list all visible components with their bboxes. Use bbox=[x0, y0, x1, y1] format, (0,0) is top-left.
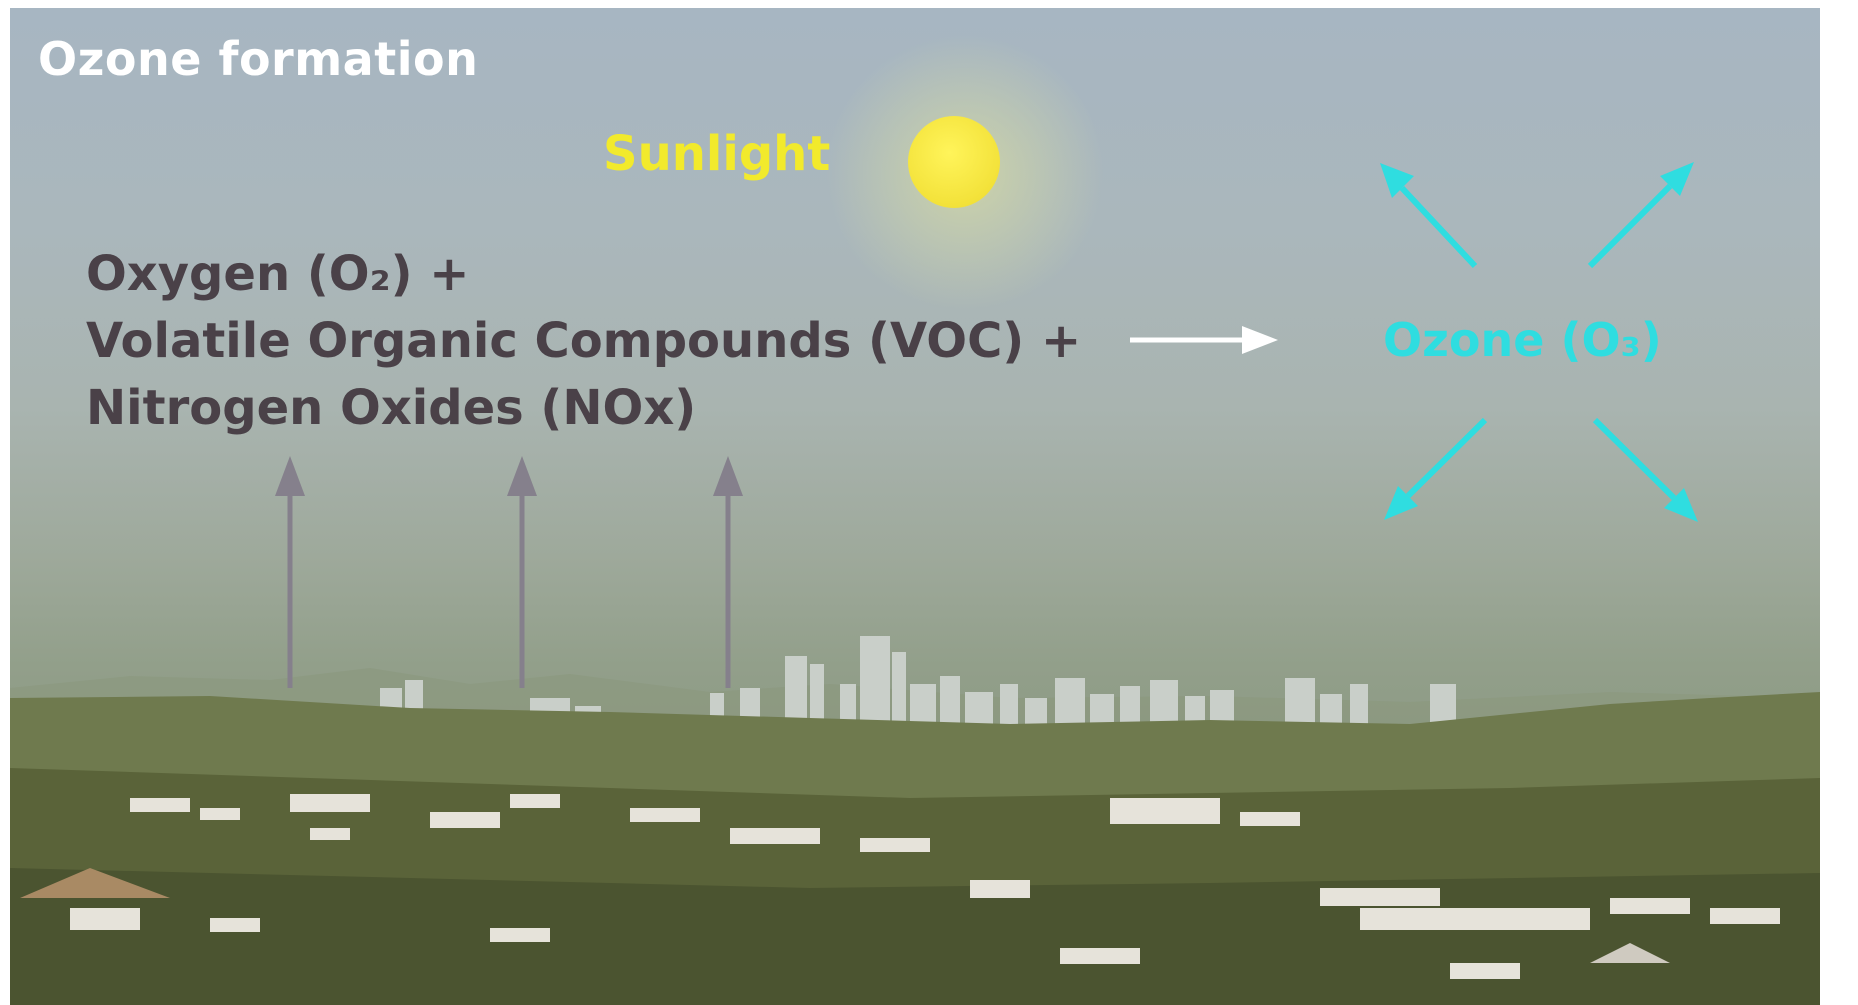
suburb-houses bbox=[70, 794, 1780, 979]
reaction-arrow bbox=[1130, 326, 1278, 354]
ozone-arrow-up-left bbox=[1380, 163, 1478, 269]
arrows-layer bbox=[275, 162, 1698, 688]
ozone-arrow-down-right bbox=[1592, 417, 1698, 522]
product-ozone: Ozone (O₃) bbox=[1383, 313, 1662, 367]
sunlight-label: Sunlight bbox=[603, 126, 831, 182]
ozone-arrow-down-left bbox=[1384, 417, 1488, 520]
diagram-frame: Ozone formation Sunlight Oxygen (O₂) + V… bbox=[10, 8, 1820, 1005]
sun-icon bbox=[908, 116, 1000, 208]
emission-arrow bbox=[713, 456, 743, 688]
reactant-oxygen: Oxygen (O₂) + bbox=[86, 246, 470, 302]
emission-arrow bbox=[507, 456, 537, 688]
diagram-title: Ozone formation bbox=[38, 32, 479, 86]
reactant-voc: Volatile Organic Compounds (VOC) + bbox=[86, 313, 1082, 369]
reactant-nox: Nitrogen Oxides (NOx) bbox=[86, 380, 697, 436]
ozone-arrow-up-right bbox=[1587, 162, 1694, 269]
city-landscape bbox=[10, 636, 1820, 1005]
emission-arrow bbox=[275, 456, 305, 688]
